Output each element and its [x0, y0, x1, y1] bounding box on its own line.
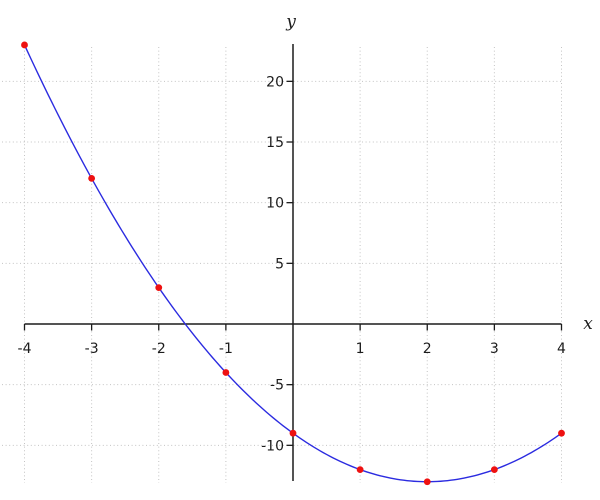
data-point — [222, 369, 230, 376]
y-tick-label: -10 — [261, 438, 284, 454]
data-point — [155, 284, 163, 292]
y-tick-label: 10 — [266, 196, 284, 212]
x-tick-label: 4 — [557, 341, 566, 357]
grid-layer — [2, 47, 562, 483]
x-tick-label: 2 — [423, 341, 432, 357]
data-point — [356, 466, 364, 473]
y-axis-title: y — [285, 12, 296, 32]
data-point — [423, 478, 431, 486]
y-tick-label: -5 — [270, 378, 284, 394]
y-tick-label: 20 — [266, 74, 284, 90]
y-tick-label: 5 — [275, 256, 284, 272]
y-tick-label: 15 — [266, 135, 284, 151]
data-point — [490, 466, 498, 473]
axis-layer: -4 -3 -2 -1 1 2 3 4 -10 -5 5 10 15 20 — [18, 44, 566, 481]
data-point — [88, 175, 96, 182]
data-point — [558, 429, 565, 437]
data-point — [289, 429, 297, 437]
x-tick-label: -1 — [219, 341, 233, 357]
x-axis-title: x — [583, 314, 593, 334]
x-tick-label: -4 — [18, 341, 32, 357]
x-tick-label: 3 — [490, 341, 499, 357]
data-point — [21, 41, 28, 49]
x-tick-label: -2 — [152, 341, 166, 357]
x-tick-label: 1 — [356, 341, 365, 357]
data-layer — [21, 41, 565, 486]
x-tick-label: -3 — [85, 341, 99, 357]
